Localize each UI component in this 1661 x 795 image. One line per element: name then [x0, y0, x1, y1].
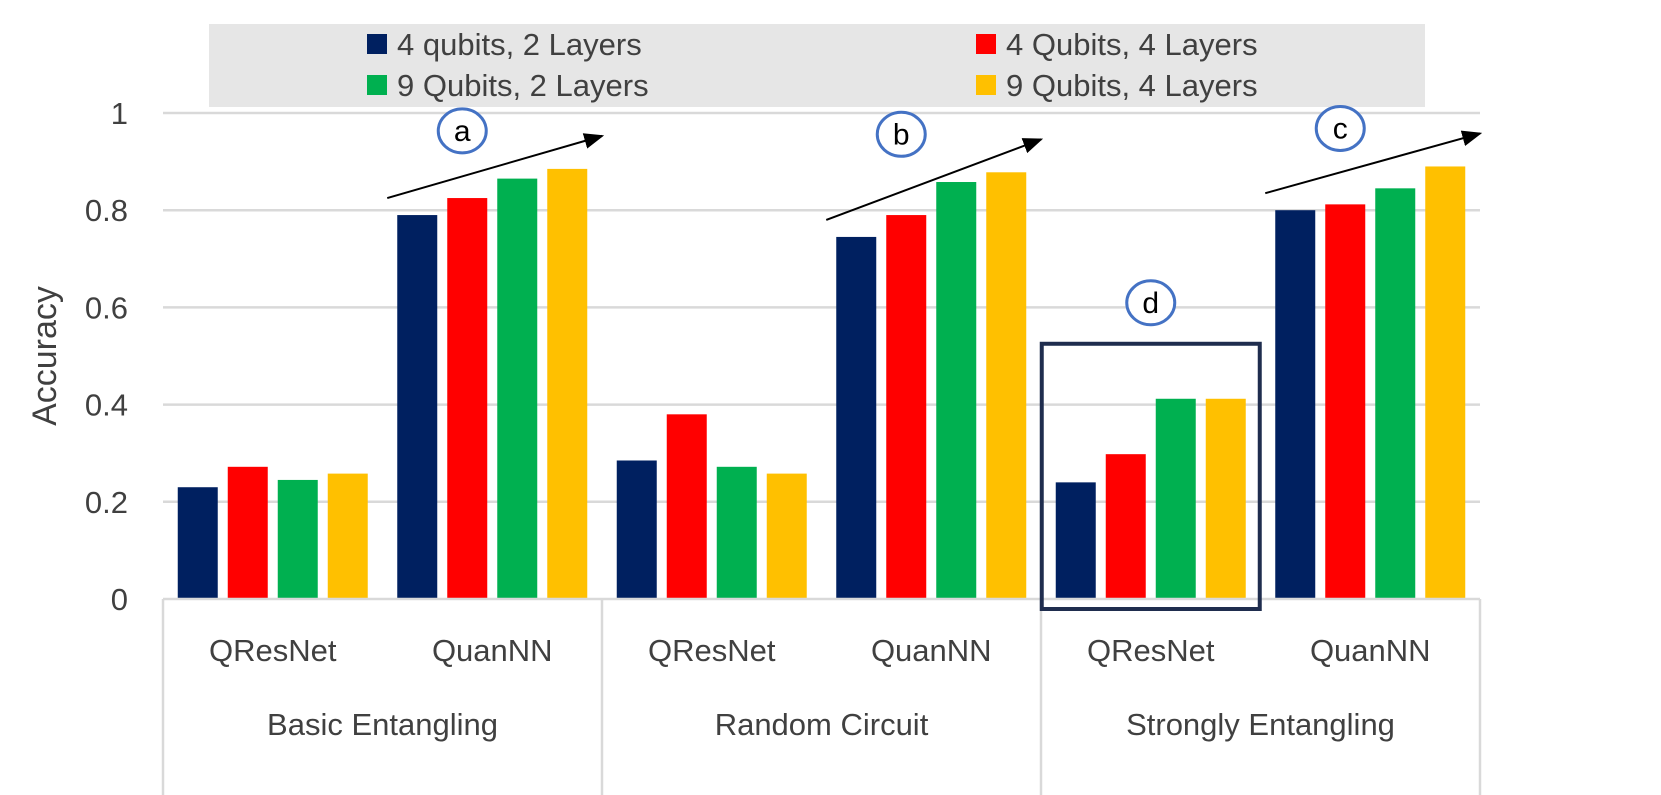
bar — [177, 487, 218, 599]
bar — [227, 466, 268, 599]
legend-label: 9 Qubits, 2 Layers — [397, 68, 649, 103]
annotation-circle — [875, 110, 927, 158]
trend-arrow — [386, 133, 605, 200]
bar — [1105, 454, 1146, 599]
legend-background — [209, 24, 1425, 107]
bar — [986, 172, 1027, 600]
x-tick-label: QResNet — [209, 633, 337, 668]
y-tick-label: 0 — [111, 582, 128, 617]
annotation-circle — [1314, 104, 1366, 152]
legend-label: 4 qubits, 2 Layers — [397, 27, 642, 62]
bar — [616, 460, 657, 599]
highlight-box — [1039, 341, 1262, 611]
bar — [547, 168, 588, 599]
legend-label: 4 Qubits, 4 Layers — [1006, 27, 1258, 62]
annotation-circle — [436, 107, 488, 155]
bar — [397, 215, 438, 599]
legend: 4 qubits, 2 Layers 4 Qubits, 4 Layers 9 Qu… — [209, 24, 1425, 107]
legend-swatch — [976, 34, 996, 54]
x-group-label: Basic Entangling — [267, 707, 498, 742]
x-group-label: Strongly Entangling — [1126, 707, 1395, 742]
y-tick-label: 0.6 — [85, 290, 128, 325]
legend-swatch — [976, 75, 996, 95]
bar — [327, 473, 368, 599]
bar — [836, 236, 877, 599]
bar — [277, 479, 318, 599]
bar — [1155, 398, 1196, 599]
bar — [1425, 166, 1466, 599]
y-tick-label: 0.8 — [85, 193, 128, 228]
bar — [766, 473, 807, 599]
bar — [1055, 482, 1096, 599]
bar — [497, 178, 538, 600]
bar — [936, 182, 977, 599]
y-tick-label: 0.4 — [85, 388, 128, 423]
y-tick-label: 1 — [111, 96, 128, 131]
bars — [177, 166, 1466, 600]
trend-arrow — [825, 138, 1044, 221]
bar — [886, 215, 927, 599]
annotation-label: d — [1142, 287, 1159, 320]
annotation-circle — [1125, 279, 1177, 327]
legend-swatch — [367, 34, 387, 54]
y-tick-label: 0.2 — [85, 485, 128, 520]
legend-swatch — [367, 75, 387, 95]
x-tick-label: QuanNN — [871, 633, 992, 668]
annotation-label: a — [454, 115, 471, 148]
x-tick-label: QuanNN — [1310, 633, 1431, 668]
y-axis-title: Accuracy — [26, 286, 64, 426]
axes: 0 0.2 0.4 0.6 0.8 1 Accuracy QResNet QuanNN QResN… — [26, 96, 1482, 795]
bar — [666, 414, 707, 599]
x-tick-label: QResNet — [648, 633, 776, 668]
bar — [716, 466, 757, 599]
annotation-label: c — [1333, 112, 1348, 145]
bar — [1325, 204, 1366, 600]
x-tick-label: QResNet — [1087, 633, 1215, 668]
x-tick-label: QuanNN — [432, 633, 553, 668]
trend-arrow — [1264, 130, 1483, 195]
x-group-label: Random Circuit — [715, 707, 929, 742]
bar — [1375, 188, 1416, 599]
bar — [1205, 398, 1246, 599]
legend-label: 9 Qubits, 4 Layers — [1006, 68, 1258, 103]
annotation-label: b — [893, 118, 910, 151]
annotations: a b c d — [386, 104, 1483, 611]
bar — [1275, 210, 1316, 599]
bar — [447, 198, 488, 600]
